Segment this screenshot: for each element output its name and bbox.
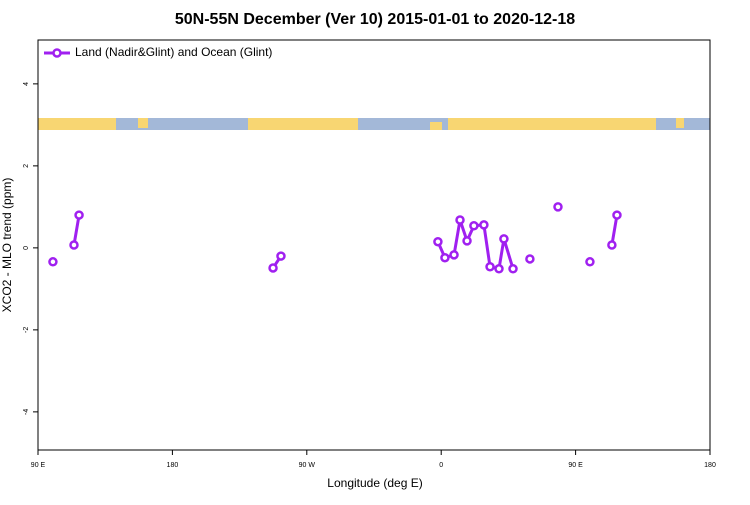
chart-title: 50N-55N December (Ver 10) 2015-01-01 to …	[175, 11, 575, 28]
data-point	[455, 215, 465, 225]
data-point	[462, 236, 472, 246]
x-tick-label: 90 E	[31, 462, 46, 469]
data-point	[612, 210, 622, 220]
y-tick-label: 2	[23, 164, 30, 168]
x-tick-label: 180	[167, 462, 179, 469]
legend-marker	[52, 48, 62, 58]
plot-frame	[37, 39, 711, 451]
x-axis-label: Longitude (deg E)	[327, 476, 422, 490]
map-strip	[38, 118, 710, 130]
data-point	[485, 261, 495, 272]
data-point	[494, 264, 504, 274]
y-axis-label: XCO2 - MLO trend (ppm)	[0, 178, 14, 313]
data-point	[433, 236, 443, 247]
data-point	[585, 257, 595, 267]
y-tick-label: -2	[23, 327, 30, 333]
data-point	[449, 250, 459, 260]
data-point	[525, 254, 535, 264]
data-point	[268, 263, 278, 273]
data-point	[74, 210, 84, 220]
y-tick-label: -4	[23, 409, 30, 415]
data-point	[48, 257, 58, 267]
data-point	[69, 240, 79, 250]
x-tick-label: 90 E	[568, 462, 583, 469]
legend-label: Land (Nadir&Glint) and Ocean (Glint)	[75, 45, 272, 59]
data-point	[276, 251, 286, 261]
y-tick-label: 4	[23, 82, 30, 86]
data-point	[508, 264, 518, 274]
data-point	[440, 252, 450, 263]
data-point	[499, 234, 509, 244]
series-line	[72, 214, 619, 271]
data-point	[479, 220, 489, 230]
data-point	[607, 240, 617, 250]
y-tick-label: 0	[23, 246, 30, 250]
x-tick-label: 180	[704, 462, 716, 469]
data-point	[469, 220, 479, 231]
x-tick-label: 90 W	[299, 462, 316, 469]
x-tick-label: 0	[439, 462, 443, 469]
data-point	[553, 202, 563, 212]
